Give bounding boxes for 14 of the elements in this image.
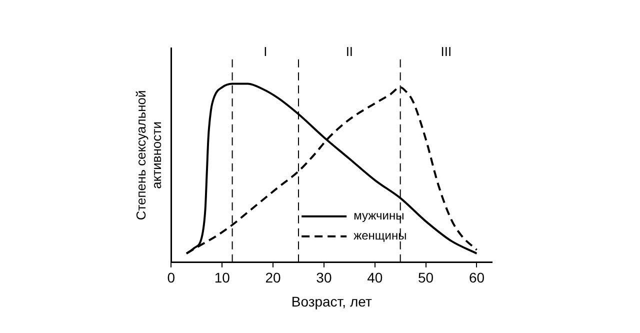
x-tick-label: 30 xyxy=(316,270,332,286)
x-tick-label: 20 xyxy=(265,270,282,286)
x-tick-label: 40 xyxy=(367,270,383,286)
text: III xyxy=(440,44,452,60)
x-axis-title: Возраст, лет xyxy=(291,293,372,310)
text: II xyxy=(346,44,354,60)
x-tick-label: 50 xyxy=(418,270,434,286)
x-tick-label: 60 xyxy=(468,270,485,286)
legend-label: женщины xyxy=(354,228,407,243)
x-tick-label: 0 xyxy=(167,270,176,286)
legend-label: мужчины xyxy=(354,208,404,223)
text: I xyxy=(264,44,268,60)
y-axis-title: Степень сексуальной активности xyxy=(133,90,164,220)
x-tick-label: 10 xyxy=(214,270,230,286)
